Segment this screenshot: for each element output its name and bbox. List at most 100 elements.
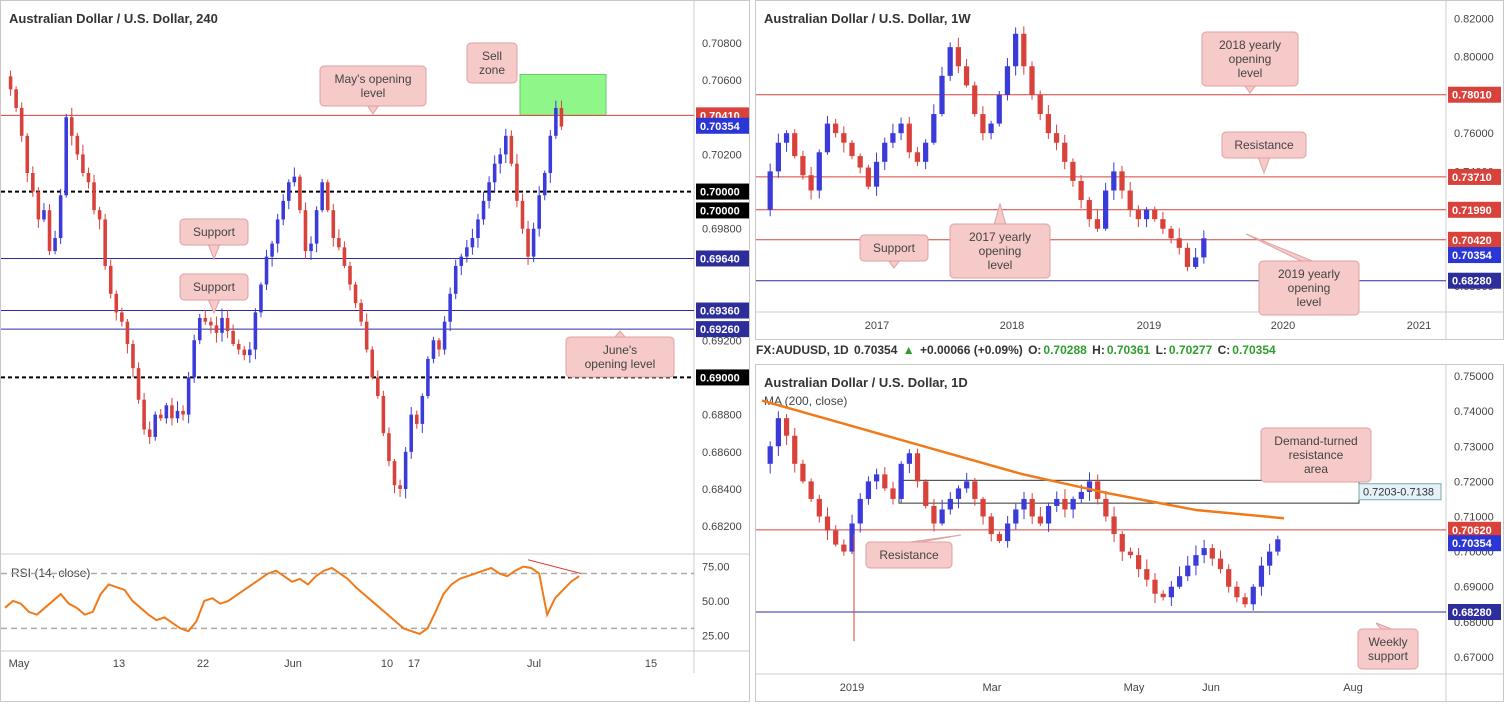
h4-candle (470, 238, 475, 248)
h4-candle (403, 451, 408, 489)
daily-candle (1054, 498, 1060, 506)
h4-candle (248, 349, 252, 356)
h4-candle (303, 210, 308, 252)
weekly-candle (1176, 238, 1182, 248)
y-tick-label: 0.75000 (1454, 371, 1494, 383)
h4-candle (292, 176, 297, 183)
x-tick-label: 2019 (840, 682, 864, 694)
daily-candle (816, 498, 822, 517)
weekly-candle (1037, 94, 1043, 115)
h4-chart-panel[interactable]: Australian Dollar / U.S. Dollar, 240 0.70… (0, 0, 750, 702)
daily-candle (1127, 551, 1134, 556)
h4-chart[interactable]: Australian Dollar / U.S. Dollar, 240 0.70… (1, 1, 749, 701)
price-tag-bg (1448, 535, 1501, 552)
daily-candle (1267, 551, 1273, 566)
weekly-candle (955, 47, 961, 67)
weekly-candle (1193, 257, 1199, 267)
daily-candle (775, 418, 781, 447)
zone-range-tag-bg (1358, 483, 1442, 501)
close-label: C: (1217, 343, 1231, 357)
daily-candle (955, 488, 962, 499)
daily-candle (1193, 555, 1199, 566)
h4-candle (548, 135, 553, 173)
y-tick-label: 0.74000 (1454, 406, 1494, 418)
y-tick-label: 0.68200 (702, 521, 742, 533)
h4-candle (359, 303, 363, 322)
callout-text: area (1304, 462, 1328, 476)
daily-candle (914, 453, 921, 482)
weekly-candle (1119, 171, 1125, 191)
weekly-chart[interactable]: Australian Dollar / U.S. Dollar, 1W 0.820… (756, 1, 1503, 339)
h4-candle (170, 405, 174, 419)
weekly-candle (1152, 209, 1158, 220)
level-price-tag-label: 0.68280 (1452, 607, 1492, 619)
y-tick-label: 0.72000 (1454, 476, 1494, 488)
level-price-tag-label: 0.69260 (700, 324, 740, 336)
h4-candle (392, 461, 397, 486)
h4-candle (364, 321, 369, 350)
callout-text: opening (1229, 52, 1272, 66)
weekly-candle (890, 133, 896, 143)
h4-candle (209, 321, 213, 326)
weekly-candle (775, 142, 781, 172)
y-tick-label: 0.73000 (1454, 441, 1494, 453)
daily-candle (1168, 586, 1174, 598)
h4-candle (381, 396, 386, 434)
level-price-tag-bg (696, 369, 749, 386)
x-tick-label: 10 (381, 658, 393, 670)
weekly-candle (1029, 66, 1035, 95)
x-tick-label: May (1124, 682, 1145, 694)
daily-candle (1209, 548, 1215, 559)
daily-chart-panel[interactable]: Australian Dollar / U.S. Dollar, 1D MA (2… (755, 364, 1504, 702)
daily-candle (1119, 534, 1125, 552)
rsi-divergence-line (527, 559, 582, 574)
weekly-chart-panel[interactable]: Australian Dollar / U.S. Dollar, 1W 0.820… (755, 0, 1504, 340)
h4-candle (398, 485, 402, 489)
x-tick-label: 2020 (1271, 320, 1295, 332)
weekly-candle (857, 156, 863, 168)
y-tick-label: 0.67000 (1454, 652, 1494, 664)
callout (859, 234, 929, 262)
chart-title: Australian Dollar / U.S. Dollar, 1W (764, 11, 971, 26)
level-price-tag-bg (1448, 86, 1501, 103)
h4-candle (465, 247, 469, 257)
daily-candle (939, 509, 945, 524)
callout-text: support (1368, 649, 1409, 663)
daily-chart[interactable]: Australian Dollar / U.S. Dollar, 1D MA (2… (756, 365, 1503, 701)
callout-text: resistance (1289, 448, 1344, 462)
level-price-tag-bg (696, 183, 749, 200)
daily-candle (1136, 555, 1142, 570)
weekly-candle (1094, 219, 1101, 229)
x-tick-label: 2017 (865, 320, 889, 332)
daily-candle (1062, 498, 1068, 510)
weekly-candle (808, 175, 814, 191)
callout (565, 336, 675, 378)
daily-candle (882, 474, 888, 489)
h4-candle (125, 321, 130, 344)
weekly-candle (1070, 161, 1076, 181)
daily-candle (857, 498, 863, 524)
daily-candle (1029, 498, 1035, 517)
y-tick-label: 0.68800 (702, 410, 742, 422)
h4-candle (320, 182, 324, 211)
weekly-candle (882, 142, 888, 162)
price-tag-label: 0.70354 (1452, 538, 1493, 550)
h4-candle (442, 321, 447, 350)
weekly-candle (906, 123, 912, 153)
callout-text: Support (193, 280, 236, 294)
h4-candle (342, 247, 347, 266)
h4-candle (164, 405, 169, 419)
weekly-candle (988, 123, 994, 134)
weekly-candle (939, 75, 945, 115)
weekly-candle (873, 161, 880, 187)
close-value: 0.70354 (1232, 343, 1276, 357)
price-tag-bg (696, 202, 749, 219)
h4-candle (225, 317, 230, 331)
h4-candle (437, 340, 441, 350)
x-tick-label: 22 (197, 658, 209, 670)
h4-candle (337, 238, 341, 248)
daily-candle (1242, 597, 1248, 605)
weekly-candle (1053, 133, 1060, 143)
callout (466, 42, 518, 84)
h4-candle (103, 219, 107, 266)
